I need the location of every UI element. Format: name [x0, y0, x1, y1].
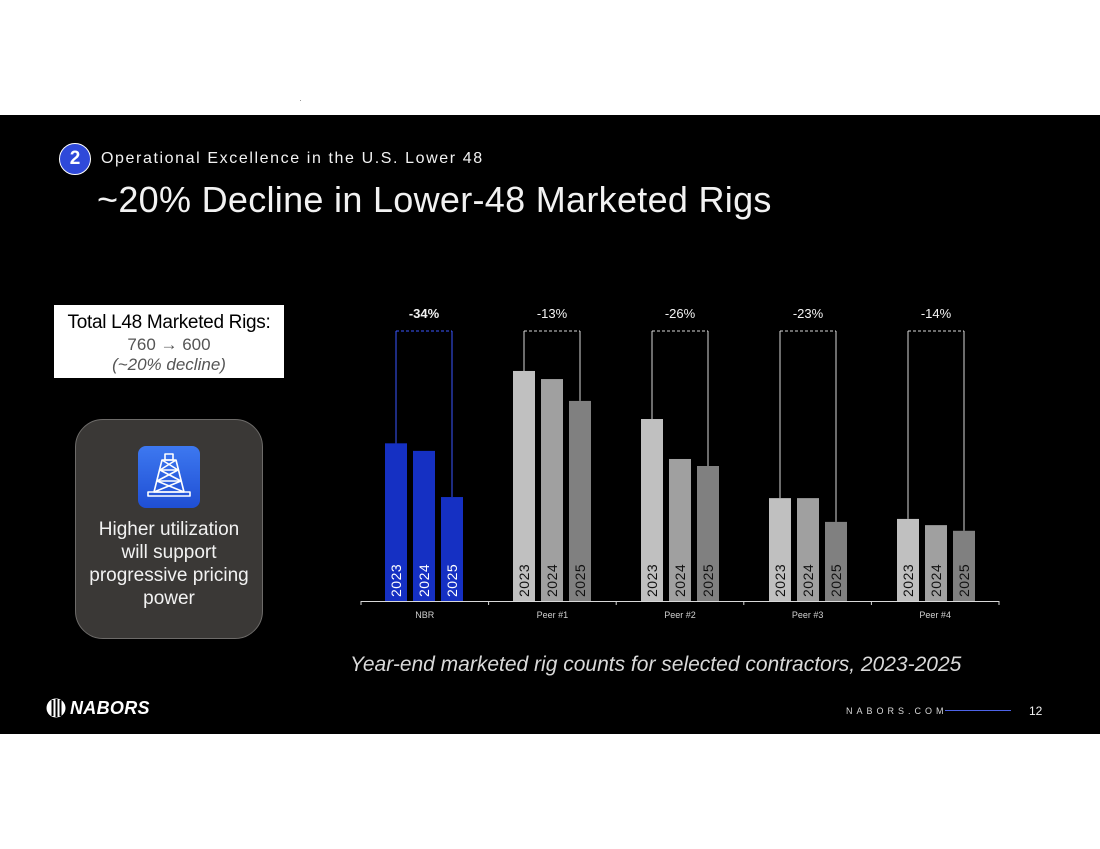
footer-rule [945, 710, 1011, 711]
bar-year-label: 2023 [900, 564, 916, 597]
total-rigs-box: Total L48 Marketed Rigs: 760 → 600 (~20%… [54, 305, 284, 378]
chart-caption: Year-end marketed rig counts for selecte… [350, 653, 962, 676]
section-number-badge: 2 [59, 143, 91, 175]
bar-year-label: 2023 [516, 564, 532, 597]
page-title: ~20% Decline in Lower-48 Marketed Rigs [97, 179, 772, 220]
oil-rig-icon [138, 446, 200, 508]
change-label: -23% [793, 306, 824, 321]
utilization-text: Higher utilization will support progress… [89, 519, 249, 609]
bar-year-label: 2024 [544, 564, 560, 597]
bar-peer4-2024 [925, 525, 947, 601]
slide: 2 Operational Excellence in the U.S. Low… [0, 115, 1100, 734]
utilization-card: Higher utilization will support progress… [75, 419, 263, 639]
decorative-dot [300, 100, 301, 101]
bar-year-label: 2023 [388, 564, 404, 597]
bar-peer1-2023 [513, 370, 535, 601]
bar-year-label: 2023 [772, 564, 788, 597]
bar-peer1-2025 [569, 400, 591, 601]
page-number: 12 [1029, 704, 1043, 718]
bar-peer3-2025 [825, 521, 847, 601]
bar-year-label: 2025 [828, 564, 844, 597]
change-label: -26% [665, 306, 696, 321]
bar-year-label: 2024 [928, 564, 944, 597]
category-label: NBR [415, 610, 435, 620]
total-rigs-heading: Total L48 Marketed Rigs: [67, 312, 271, 333]
total-rigs-decline: (~20% decline) [112, 355, 226, 374]
bar-peer2-2023 [641, 419, 663, 601]
nabors-logo-text: NABORS [70, 697, 150, 718]
category-label: Peer #3 [792, 610, 824, 620]
website-link[interactable]: NABORS.COM [846, 706, 948, 716]
bar-year-label: 2023 [644, 564, 660, 597]
section-title: Operational Excellence in the U.S. Lower… [101, 150, 484, 167]
bar-year-label: 2025 [700, 564, 716, 597]
nabors-logo: NABORS [46, 697, 150, 719]
bar-nbr-2024 [413, 450, 435, 601]
category-label: Peer #1 [537, 610, 569, 620]
bar-peer3-2023 [769, 498, 791, 601]
bar-year-label: 2024 [672, 564, 688, 597]
bar-year-label: 2024 [800, 564, 816, 597]
bar-peer1-2024 [541, 379, 563, 601]
rig-count-chart: 2023 2024 2025 -34% NBR 2023 2024 2025 -13% Peer … [360, 306, 1000, 620]
bar-year-label: 2025 [444, 564, 460, 597]
bar-peer3-2024 [797, 498, 819, 601]
bar-peer2-2025 [697, 466, 719, 601]
nabors-logo-icon [46, 698, 66, 718]
bar-nbr-2023 [385, 443, 407, 601]
bar-year-label: 2025 [956, 564, 972, 597]
change-label: -13% [537, 306, 568, 321]
category-label: Peer #4 [919, 610, 951, 620]
category-label: Peer #2 [664, 610, 696, 620]
bar-year-label: 2024 [416, 564, 432, 597]
change-label: -34% [409, 306, 440, 321]
bar-peer4-2025 [953, 530, 975, 601]
total-rigs-value: 760 → 600 [127, 335, 211, 354]
bar-peer4-2023 [897, 518, 919, 601]
bar-peer2-2024 [669, 458, 691, 601]
change-label: -14% [921, 306, 952, 321]
bar-nbr-2025 [441, 497, 463, 601]
bar-year-label: 2025 [572, 564, 588, 597]
